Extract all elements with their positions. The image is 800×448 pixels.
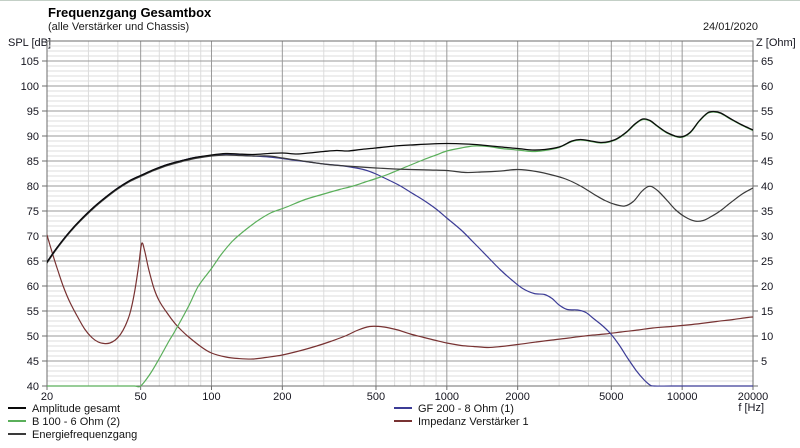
curve-amplitude	[47, 110, 753, 263]
freq-tick-label: 200	[273, 391, 291, 403]
freq-tick-label: 50	[135, 391, 147, 403]
legend-item-b100: B 100 - 6 Ohm (2)	[8, 416, 120, 429]
z-tick-label: 60	[761, 81, 773, 93]
z-tick-label: 40	[761, 181, 773, 193]
spl-tick-label: 75	[27, 206, 39, 218]
spl-tick-label: 55	[27, 306, 39, 318]
z-tick-label: 30	[761, 231, 773, 243]
spl-tick-label: 70	[27, 231, 39, 243]
freq-tick-label: 500	[367, 391, 385, 403]
legend-swatch-amplitude	[8, 407, 26, 410]
legend-swatch-b100	[8, 420, 26, 423]
freq-tick-label: 1000	[435, 391, 459, 403]
axis-tick-labels: 40 45 50 55 60 65 70 75 80 85 90 95 100 105 5 10 15 20 25 3…	[21, 56, 774, 403]
legend-swatch-energie	[8, 433, 26, 436]
spl-tick-label: 45	[27, 356, 39, 368]
plot-border	[46, 40, 754, 387]
z-tick-label: 15	[761, 306, 773, 318]
spl-tick-label: 105	[21, 56, 39, 68]
window-top-divider	[0, 0, 800, 1]
freq-tick-label: 10000	[667, 391, 698, 403]
y-axis-right-label: Z [Ohm]	[756, 37, 796, 49]
freq-tick-label: 5000	[599, 391, 623, 403]
z-tick-label: 25	[761, 256, 773, 268]
legend-item-amplitude: Amplitude gesamt	[8, 403, 120, 416]
z-tick-label: 50	[761, 131, 773, 143]
spl-tick-label: 100	[21, 81, 39, 93]
spl-tick-label: 90	[27, 131, 39, 143]
spl-tick-label: 65	[27, 256, 39, 268]
spl-tick-label: 95	[27, 106, 39, 118]
z-tick-label: 20	[761, 281, 773, 293]
legend-label-energie: Energiefrequenzgang	[32, 429, 138, 441]
legend-item-energie: Energiefrequenzgang	[8, 429, 137, 442]
chart-title: Frequenzgang Gesamtbox	[48, 5, 212, 20]
freq-tick-label: 20	[41, 391, 53, 403]
gridlines-major	[47, 41, 753, 386]
z-tick-label: 5	[761, 356, 767, 368]
chart-subtitle: (alle Verstärker und Chassis)	[48, 21, 190, 33]
freq-tick-label: 2000	[505, 391, 529, 403]
freq-tick-label: 20000	[738, 391, 769, 403]
curve-impedanz	[47, 234, 753, 360]
x-axis-label: f [Hz]	[738, 402, 764, 414]
legend-label-amplitude: Amplitude gesamt	[32, 403, 121, 415]
z-tick-label: 35	[761, 206, 773, 218]
y-axis-left-label: SPL [dB]	[8, 37, 52, 49]
z-tick-label: 10	[761, 331, 773, 343]
gridlines-minor	[47, 41, 753, 386]
legend-swatch-gf200	[394, 407, 412, 410]
legend-label-impedanz: Impedanz Verstärker 1	[418, 416, 529, 428]
spl-tick-label: 60	[27, 281, 39, 293]
freq-tick-label: 100	[202, 391, 220, 403]
curves	[47, 110, 753, 388]
legend-label-b100: B 100 - 6 Ohm (2)	[32, 416, 121, 428]
legend-swatch-impedanz	[394, 420, 412, 423]
axis-ticks	[42, 60, 758, 390]
z-tick-label: 65	[761, 56, 773, 68]
legend-item-impedanz: Impedanz Verstärker 1	[394, 416, 529, 429]
legend-item-gf200: GF 200 - 8 Ohm (1)	[394, 403, 514, 416]
curve-energie	[47, 154, 753, 264]
z-tick-label: 45	[761, 156, 773, 168]
spl-tick-label: 40	[27, 381, 39, 393]
z-tick-label: 55	[761, 106, 773, 118]
spl-tick-label: 50	[27, 331, 39, 343]
chart-date: 24/01/2020	[702, 21, 758, 33]
spl-tick-label: 85	[27, 156, 39, 168]
legend-label-gf200: GF 200 - 8 Ohm (1)	[418, 403, 514, 415]
spl-tick-label: 80	[27, 181, 39, 193]
